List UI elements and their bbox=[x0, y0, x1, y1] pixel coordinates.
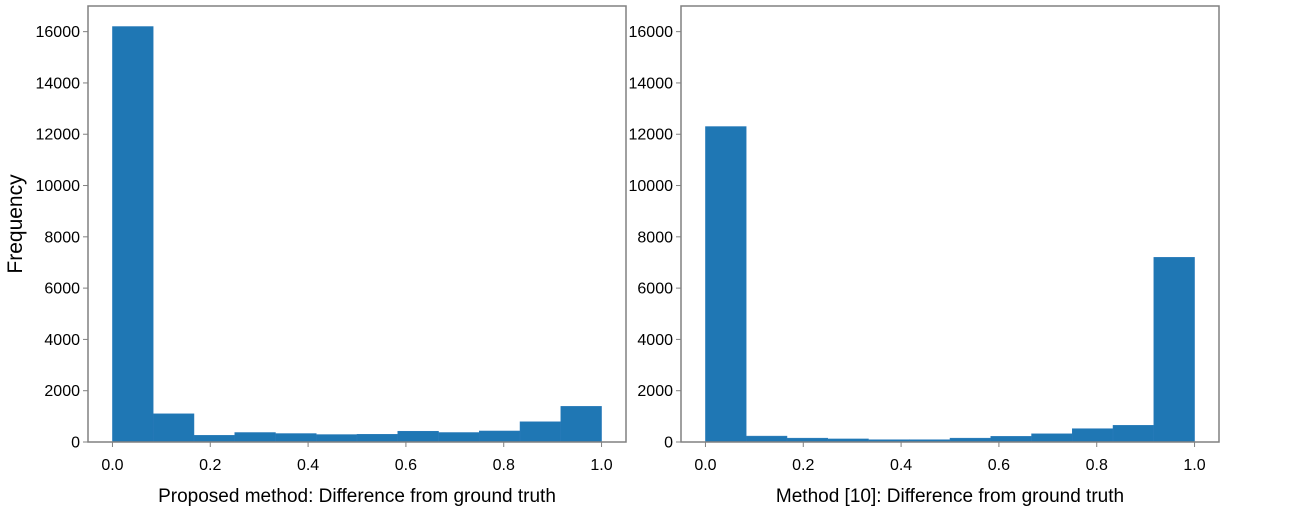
histogram-bar-0 bbox=[112, 26, 154, 443]
y-tick-label: 16000 bbox=[629, 24, 674, 41]
x-tick-label: 0.8 bbox=[493, 457, 515, 474]
y-tick-label: 4000 bbox=[44, 332, 80, 349]
histogram-bar-9 bbox=[479, 430, 521, 443]
x-tick-label: 0.4 bbox=[297, 457, 319, 474]
histogram-bar-0 bbox=[705, 126, 747, 443]
histogram-bar-11 bbox=[1153, 257, 1195, 443]
histogram-bar-10 bbox=[519, 421, 562, 443]
histogram-bar-4 bbox=[275, 433, 317, 443]
histogram-panel-method10: 0 2000 4000 6000 8000 10000 12000 14000 16000 0.0… bbox=[629, 5, 1220, 507]
y-tick-label: 0 bbox=[71, 435, 80, 452]
histogram-bar-8 bbox=[438, 432, 480, 443]
histogram-bar-2 bbox=[193, 435, 235, 443]
x-tick-label: 0.2 bbox=[199, 457, 221, 474]
x-axis-label: Method [10]: Difference from ground trut… bbox=[776, 486, 1124, 507]
x-tick-label: 0.8 bbox=[1086, 457, 1108, 474]
y-tick-label: 14000 bbox=[36, 75, 81, 92]
y-tick-label: 16000 bbox=[36, 24, 81, 41]
y-tick-label: 4000 bbox=[637, 332, 673, 349]
x-tick-label: 1.0 bbox=[590, 457, 612, 474]
x-tick-label: 0.2 bbox=[792, 457, 814, 474]
histogram-bar-10 bbox=[1112, 425, 1155, 443]
y-tick-label: 12000 bbox=[36, 127, 81, 144]
y-tick-label: 14000 bbox=[629, 75, 674, 92]
histogram-bar-5 bbox=[316, 434, 358, 443]
y-tick-label: 8000 bbox=[637, 229, 673, 246]
x-tick-label: 0.0 bbox=[694, 457, 716, 474]
y-tick-label: 0 bbox=[664, 435, 673, 452]
x-tick-label: 1.0 bbox=[1183, 457, 1205, 474]
y-tick-label: 10000 bbox=[629, 178, 674, 195]
plot-frame bbox=[87, 5, 627, 443]
histogram-bar-3 bbox=[234, 432, 276, 443]
y-axis-label: Frequency bbox=[4, 174, 27, 274]
histogram-panel-proposed: 0 2000 4000 6000 8000 10000 12000 14000 16000 0.0… bbox=[4, 5, 627, 507]
y-tick-label: 12000 bbox=[629, 127, 674, 144]
histogram-bar-1 bbox=[152, 413, 195, 443]
histogram-bar-7 bbox=[397, 430, 439, 443]
y-tick-label: 10000 bbox=[36, 178, 81, 195]
y-tick-label: 8000 bbox=[44, 229, 80, 246]
histogram-bar-11 bbox=[560, 406, 602, 443]
y-tick-label: 6000 bbox=[44, 281, 80, 298]
x-tick-label: 0.6 bbox=[395, 457, 417, 474]
y-tick-label: 2000 bbox=[44, 383, 80, 400]
x-axis-label: Proposed method: Difference from ground … bbox=[158, 486, 556, 507]
histogram-bar-1 bbox=[745, 435, 788, 443]
x-tick-label: 0.0 bbox=[101, 457, 123, 474]
histogram-bar-7 bbox=[990, 436, 1032, 443]
y-tick-label: 2000 bbox=[637, 383, 673, 400]
x-tick-label: 0.4 bbox=[890, 457, 912, 474]
histogram-bar-6 bbox=[356, 434, 398, 443]
y-tick-label: 6000 bbox=[637, 281, 673, 298]
histogram-bar-9 bbox=[1072, 428, 1114, 443]
plot-frame bbox=[680, 5, 1220, 443]
histogram-bar-8 bbox=[1031, 433, 1073, 443]
x-tick-label: 0.6 bbox=[988, 457, 1010, 474]
